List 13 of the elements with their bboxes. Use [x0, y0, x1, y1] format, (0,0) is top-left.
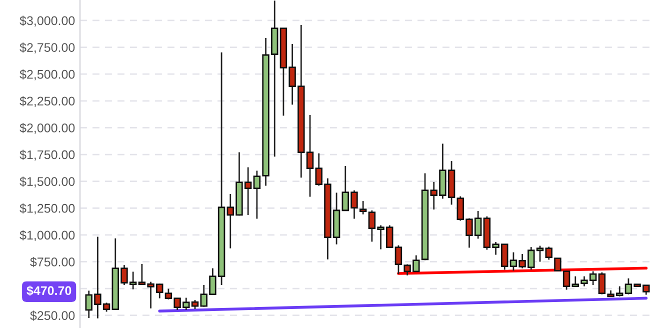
text: $470.70 — [26, 286, 72, 296]
y-tick-label: $2,500.00 — [20, 69, 75, 80]
y-tick-label: $1,750.00 — [20, 150, 75, 161]
y-tick-label: $2,000.00 — [20, 122, 75, 134]
y-tick-label: $750.00 — [30, 257, 75, 268]
candlestick — [359, 200, 367, 216]
y-tick-label: $2,750.00 — [20, 42, 75, 54]
y-tick-label: $1,250.00 — [20, 203, 75, 214]
y-tick-label: $1,500.00 — [20, 176, 75, 188]
y-tick-label: $1,000.00 — [20, 230, 75, 242]
y-tick-label: $3,000.00 — [20, 16, 75, 27]
y-tick-label: $2,250.00 — [20, 96, 75, 108]
y-tick-label: $250.00 — [30, 310, 75, 321]
